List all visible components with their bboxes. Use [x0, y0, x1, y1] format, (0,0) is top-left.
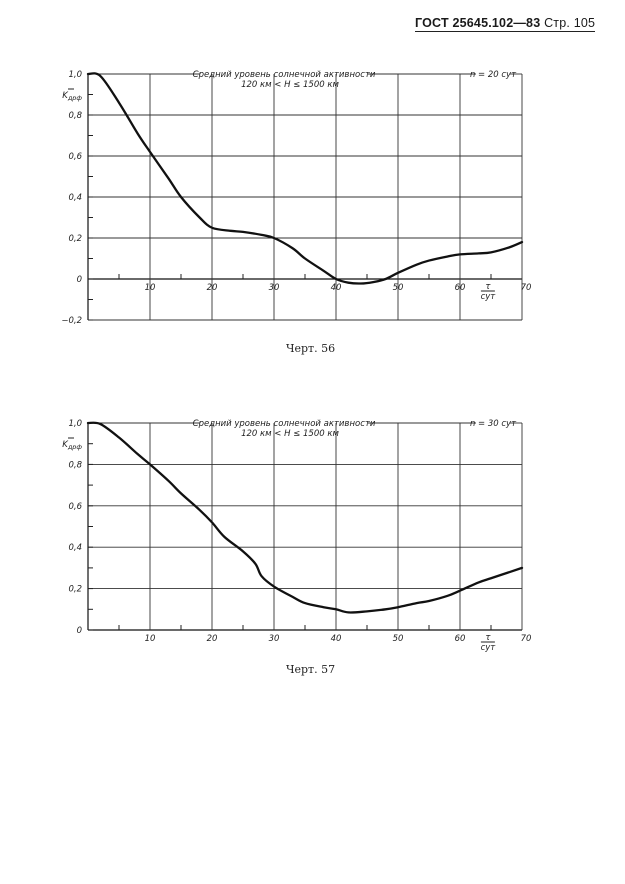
chart-57-caption: Черт. 57: [286, 663, 336, 676]
y-tick-label: 0,6: [68, 502, 82, 512]
x-tick-label: 40: [331, 283, 342, 293]
page-number: Стр. 105: [544, 16, 596, 30]
chart-56-plot: 1,0 0,8 0,6 0,4 0,2 0 −0,2 10 20 30 40 50 60 70 Kдрф τс…: [61, 70, 531, 326]
y-tick-label: 0,2: [68, 585, 82, 595]
x-axis-label-unit: сут: [481, 643, 497, 653]
x-tick-label: 70: [521, 634, 532, 644]
y-tick-label: 0,2: [68, 234, 82, 244]
y-tick-label: 0,8: [68, 111, 82, 121]
y-tick-label: 0,4: [68, 193, 82, 203]
y-tick-label: 0,6: [68, 152, 82, 162]
x-tick-label: 20: [207, 283, 218, 293]
data-curve: [86, 421, 524, 614]
chart-56-caption: Черт. 56: [286, 342, 336, 355]
y-tick-label: 0: [77, 275, 82, 285]
x-axis-label-tau: τ: [485, 282, 491, 292]
chart-title: Средний уровень солнечной активности: [193, 419, 376, 429]
y-tick-label: 1,0: [68, 419, 82, 429]
x-tick-label: 30: [269, 634, 280, 644]
x-axis-label-tau: τ: [485, 633, 491, 643]
y-tick-label: 0,4: [68, 543, 82, 553]
y-axis-label: Kдрф: [62, 91, 82, 102]
chart-annotation: n = 30 сут: [470, 419, 517, 429]
y-tick-label: −0,2: [61, 316, 82, 326]
x-axis-label-unit: сут: [481, 292, 497, 302]
x-tick-label: 30: [269, 283, 280, 293]
standard-number: ГОСТ 25645.102—83: [415, 16, 541, 30]
x-tick-label: 60: [455, 283, 466, 293]
x-tick-label: 10: [145, 283, 156, 293]
x-tick-label: 50: [393, 283, 404, 293]
x-tick-label: 60: [455, 634, 466, 644]
x-tick-label: 20: [207, 634, 218, 644]
x-tick-label: 70: [521, 283, 532, 293]
data-curve: [86, 72, 524, 285]
y-axis-label: Kдрф: [62, 440, 82, 451]
y-tick-label: 0: [77, 626, 82, 636]
x-tick-label: 50: [393, 634, 404, 644]
chart-title: Средний уровень солнечной активности: [193, 70, 376, 80]
chart-subtitle: 120 км < H ≤ 1500 км: [241, 429, 339, 439]
y-tick-label: 1,0: [68, 70, 82, 80]
chart-subtitle: 120 км < H ≤ 1500 км: [241, 80, 339, 90]
y-tick-label: 0,8: [68, 460, 82, 470]
x-tick-label: 40: [331, 634, 342, 644]
x-tick-label: 10: [145, 634, 156, 644]
chart-annotation: n = 20 сут: [470, 70, 517, 80]
page-header: ГОСТ 25645.102—83 Стр. 105: [415, 16, 596, 32]
